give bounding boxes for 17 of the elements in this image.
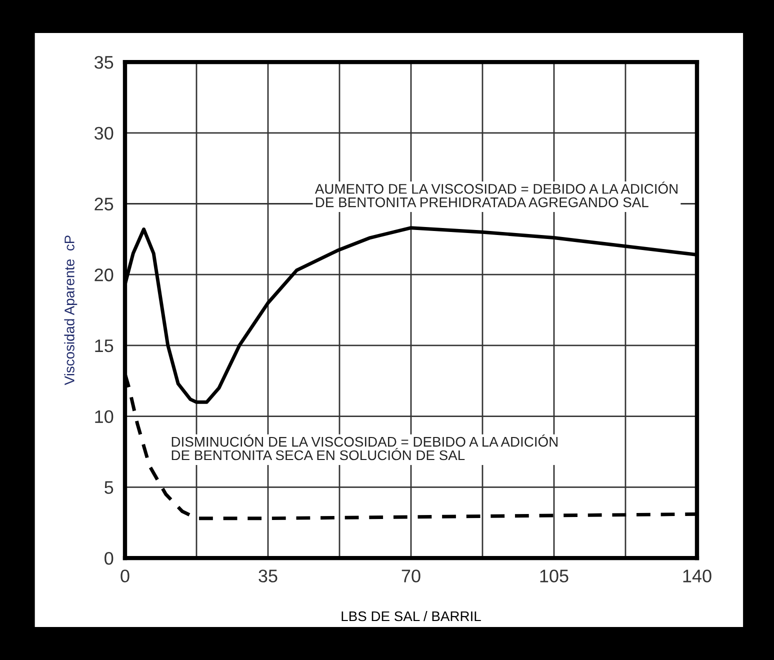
y-tick-label: 20 bbox=[94, 268, 114, 282]
x-tick-label: 105 bbox=[540, 570, 568, 582]
x-axis-title: LBS DE SAL / BARRIL bbox=[342, 610, 481, 622]
y-tick-label: 35 bbox=[94, 56, 114, 69]
y-axis-title: Viscosidad Aparente cP bbox=[64, 236, 78, 386]
annotation: DISMINUCIÓN DE LA VISCOSIDAD = DEBIDO A LA ADICIÓN DE BENTONITA SECA EN SOLUCIÓN DE SAL bbox=[172, 434, 558, 460]
y-tick-label: 10 bbox=[95, 410, 114, 424]
annotation: AUMENTO DE LA VISCOSIDAD = DEBIDO A LA ADICIÓN DE BENTONITA PREHIDRATADA AGREGANDO SAL bbox=[314, 182, 678, 208]
x-tick-label: 0 bbox=[120, 570, 130, 582]
y-tick-label: 25 bbox=[94, 198, 114, 210]
y-tick-label: 15 bbox=[95, 340, 114, 352]
y-tick-label: 5 bbox=[104, 481, 114, 494]
x-tick-label: 70 bbox=[402, 570, 420, 582]
x-tick-label: 140 bbox=[683, 570, 712, 582]
y-tick-label: 30 bbox=[94, 126, 114, 140]
x-tick-label: 35 bbox=[258, 570, 278, 582]
y-tick-label: 0 bbox=[104, 552, 114, 565]
